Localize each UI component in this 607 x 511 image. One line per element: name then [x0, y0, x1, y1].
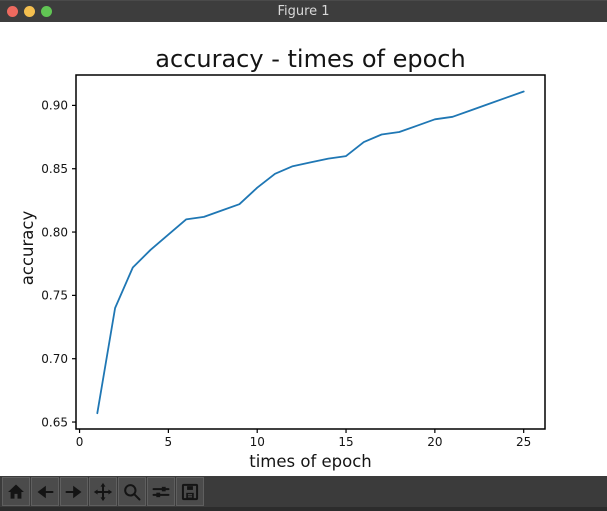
x-tick-label: 25 [516, 435, 531, 449]
pan-button[interactable] [89, 477, 117, 506]
zoom-button[interactable] [118, 477, 146, 506]
chart-title: accuracy - times of epoch [155, 45, 465, 73]
minimize-button[interactable] [24, 6, 35, 17]
titlebar[interactable]: Figure 1 [0, 0, 607, 22]
save-icon [181, 483, 199, 500]
plot-canvas[interactable]: accuracy - times of epoch times of epoch… [0, 22, 607, 476]
maximize-button[interactable] [41, 6, 52, 17]
back-arrow-icon [37, 485, 54, 498]
axes-frame [75, 74, 546, 430]
zoom-icon [124, 483, 141, 500]
y-tick-label: 0.85 [41, 162, 68, 176]
home-button[interactable] [2, 477, 30, 506]
y-tick-label: 0.65 [41, 415, 68, 429]
navigation-toolbar [0, 476, 607, 511]
accuracy-line [96, 90, 525, 415]
subplots-icon [152, 486, 170, 497]
y-axis-label: accuracy [18, 211, 37, 286]
y-tick-label: 0.70 [41, 352, 68, 366]
chart[interactable]: accuracy - times of epoch times of epoch… [0, 22, 607, 476]
x-axis-label: times of epoch [249, 452, 372, 471]
back-button[interactable] [31, 477, 59, 506]
forward-arrow-icon [65, 485, 82, 498]
data-series [96, 90, 525, 415]
x-tick-label: 15 [338, 435, 353, 449]
save-button[interactable] [176, 477, 204, 506]
y-tick-label: 0.80 [41, 225, 68, 239]
x-tick-label: 5 [165, 435, 173, 449]
window-title: Figure 1 [277, 3, 330, 19]
axis-ticks: 0 5 10 15 20 25 0.65 0.70 0.75 0.80 0.85 0.90 [41, 99, 531, 449]
x-tick-label: 10 [250, 435, 265, 449]
pan-icon [93, 482, 113, 501]
home-icon [8, 484, 24, 499]
y-tick-label: 0.75 [41, 289, 68, 303]
y-tick-label: 0.90 [41, 99, 68, 113]
x-tick-label: 0 [76, 435, 84, 449]
forward-button[interactable] [60, 477, 88, 506]
x-tick-label: 20 [427, 435, 442, 449]
window-controls [7, 6, 52, 17]
configure-subplots-button[interactable] [147, 477, 175, 506]
close-button[interactable] [7, 6, 18, 17]
